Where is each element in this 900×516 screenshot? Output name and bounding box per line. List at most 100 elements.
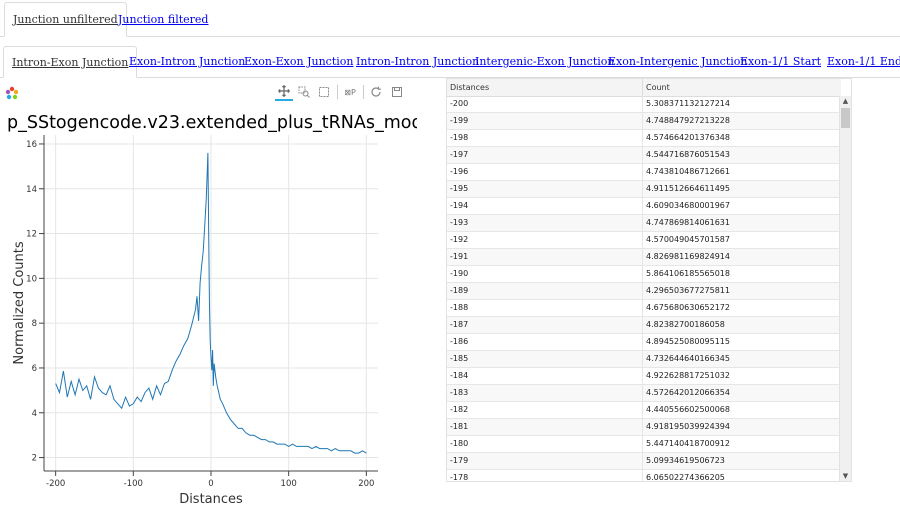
cell-count[interactable]: 4.675680630652172 <box>646 303 730 312</box>
tab-exon-exon-junction[interactable]: Exon-Exon Junction <box>244 55 354 68</box>
cell-distance[interactable]: -193 <box>447 215 643 231</box>
cell-count[interactable]: 6.06502274366205 <box>646 473 725 482</box>
cell-count[interactable]: 4.894525080095115 <box>646 337 730 346</box>
cell-count[interactable]: 4.296503677275811 <box>646 286 730 295</box>
cell-count[interactable]: 4.574664201376348 <box>646 133 730 142</box>
tab-intron-intron-junction[interactable]: Intron-Intron Junction <box>356 55 480 68</box>
cell-count[interactable]: 4.743810486712661 <box>646 167 730 176</box>
cell-count[interactable]: 4.82382700186058 <box>646 320 725 329</box>
table-row[interactable]: -182 4.440556602500068 <box>447 402 841 419</box>
cell-count[interactable]: 5.447140418700912 <box>646 439 730 448</box>
cell-distance[interactable]: -200 <box>447 96 643 112</box>
y-tick-label: 8 <box>32 319 37 329</box>
cell-count[interactable]: 4.609034680001967 <box>646 201 730 210</box>
tab-junction-unfiltered[interactable]: Junction unfiltered <box>4 2 127 37</box>
cell-distance[interactable]: -178 <box>447 470 643 481</box>
cell-count[interactable]: 4.922628817251032 <box>646 371 730 380</box>
table-row[interactable]: -196 4.743810486712661 <box>447 164 841 181</box>
cell-count[interactable]: 4.732644640166345 <box>646 354 730 363</box>
cell-distance[interactable]: -183 <box>447 385 643 401</box>
table-row[interactable]: -193 4.747869814061631 <box>447 215 841 232</box>
box-zoom-icon[interactable] <box>295 83 313 101</box>
scrollbar-thumb[interactable] <box>841 108 850 128</box>
tab-exon-intron-junction[interactable]: Exon-Intron Junction <box>129 55 246 68</box>
table-row[interactable]: -188 4.675680630652172 <box>447 300 841 317</box>
scroll-down-icon[interactable]: ▼ <box>842 472 849 480</box>
cell-count[interactable]: 4.911512664611495 <box>646 184 730 193</box>
y-tick-label: 10 <box>26 274 37 284</box>
cell-distance[interactable]: -182 <box>447 402 643 418</box>
cell-count[interactable]: 5.308371132127214 <box>646 99 730 108</box>
table-row[interactable]: -183 4.572642012066354 <box>447 385 841 402</box>
cell-count[interactable]: 4.748847927213228 <box>646 116 730 125</box>
tab-exon-1-1-end[interactable]: Exon-1/1 End <box>827 55 900 68</box>
line-chart[interactable]: -200 -100 0 100 200 2 4 6 8 10 12 14 16 Distances Norm… <box>0 130 420 516</box>
data-table[interactable]: Distances Count -200 5.308371132127214 -19… <box>446 78 852 482</box>
table-row[interactable]: -181 4.918195039924394 <box>447 419 841 436</box>
save-icon[interactable] <box>388 83 406 101</box>
tab-exon-1-1-start[interactable]: Exon-1/1 Start <box>740 55 822 68</box>
cell-count[interactable]: 4.440556602500068 <box>646 405 730 414</box>
cell-distance[interactable]: -191 <box>447 249 643 265</box>
table-row[interactable]: -194 4.609034680001967 <box>447 198 841 215</box>
cell-count[interactable]: 4.572642012066354 <box>646 388 730 397</box>
table-row[interactable]: -195 4.911512664611495 <box>447 181 841 198</box>
cell-count[interactable]: 4.918195039924394 <box>646 422 730 431</box>
cell-distance[interactable]: -185 <box>447 351 643 367</box>
column-header-count[interactable]: Count <box>646 83 670 92</box>
cell-distance[interactable]: -197 <box>447 147 643 163</box>
table-row[interactable]: -186 4.894525080095115 <box>447 334 841 351</box>
y-axis-label: Normalized Counts <box>12 241 27 364</box>
cell-distance[interactable]: -184 <box>447 368 643 384</box>
cell-distance[interactable]: -195 <box>447 181 643 197</box>
table-row[interactable]: -179 5.09934619506723 <box>447 453 841 470</box>
cell-count[interactable]: 5.09934619506723 <box>646 456 725 465</box>
reset-icon[interactable] <box>367 83 385 101</box>
cell-distance[interactable]: -190 <box>447 266 643 282</box>
cell-distance[interactable]: -179 <box>447 453 643 469</box>
cell-distance[interactable]: -189 <box>447 283 643 299</box>
table-row[interactable]: -184 4.922628817251032 <box>447 368 841 385</box>
tab-exon-intergenic-junction[interactable]: Exon-Intergenic Junction <box>608 55 748 68</box>
table-scrollbar[interactable]: ▲ ▼ <box>839 96 851 481</box>
cell-distance[interactable]: -194 <box>447 198 643 214</box>
cell-count[interactable]: 5.864106185565018 <box>646 269 730 278</box>
table-row[interactable]: -180 5.447140418700912 <box>447 436 841 453</box>
cell-distance[interactable]: -181 <box>447 419 643 435</box>
column-header-distances[interactable]: Distances <box>447 79 643 96</box>
cell-count[interactable]: 4.544716876051543 <box>646 150 730 159</box>
tab-intergenic-exon-junction[interactable]: Intergenic-Exon Junction <box>475 55 615 68</box>
cell-distance[interactable]: -188 <box>447 300 643 316</box>
table-row[interactable]: -198 4.574664201376348 <box>447 130 841 147</box>
cell-count[interactable]: 4.570049045701587 <box>646 235 730 244</box>
table-row[interactable]: -185 4.732644640166345 <box>447 351 841 368</box>
cell-distance[interactable]: -196 <box>447 164 643 180</box>
cell-count[interactable]: 4.826981169824914 <box>646 252 730 261</box>
cell-distance[interactable]: -180 <box>447 436 643 452</box>
cell-distance[interactable]: -192 <box>447 232 643 248</box>
hover-icon[interactable]: ⊠P <box>344 87 356 97</box>
box-select-icon[interactable] <box>315 83 333 101</box>
cell-count[interactable]: 4.747869814061631 <box>646 218 730 227</box>
table-row[interactable]: -200 5.308371132127214 <box>447 96 841 113</box>
cell-distance[interactable]: -199 <box>447 113 643 129</box>
table-header: Distances Count <box>447 79 841 97</box>
tab-junction-filtered[interactable]: Junction filtered <box>118 12 209 26</box>
table-row[interactable]: -178 6.06502274366205 <box>447 470 841 482</box>
pan-icon[interactable] <box>275 83 293 101</box>
table-row[interactable]: -187 4.82382700186058 <box>447 317 841 334</box>
scroll-up-icon[interactable]: ▲ <box>842 97 849 105</box>
table-row[interactable]: -197 4.544716876051543 <box>447 147 841 164</box>
table-row[interactable]: -199 4.748847927213228 <box>447 113 841 130</box>
top-tab-bar: Junction unfiltered Junction filtered <box>0 2 900 37</box>
series-line[interactable] <box>55 152 367 454</box>
table-row[interactable]: -191 4.826981169824914 <box>447 249 841 266</box>
table-row[interactable]: -190 5.864106185565018 <box>447 266 841 283</box>
cell-distance[interactable]: -187 <box>447 317 643 333</box>
cell-distance[interactable]: -186 <box>447 334 643 350</box>
table-row[interactable]: -192 4.570049045701587 <box>447 232 841 249</box>
tab-intron-exon-junction[interactable]: Intron-Exon Junction <box>3 46 138 78</box>
table-row[interactable]: -189 4.296503677275811 <box>447 283 841 300</box>
cell-distance[interactable]: -198 <box>447 130 643 146</box>
plot-toolbar: ⊠P <box>0 80 415 104</box>
